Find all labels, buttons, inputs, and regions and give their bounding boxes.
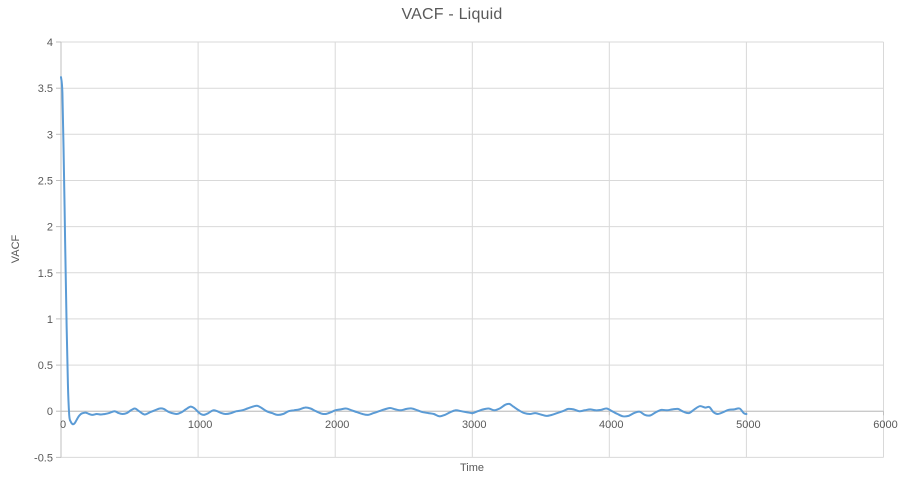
y-tick-labels: -0.5 0 0.5 1 1.5 2 2.5 3 3.5 4: [34, 37, 53, 464]
y-axis-title: VACF: [10, 234, 22, 264]
svg-text:3: 3: [47, 129, 53, 141]
svg-text:3.5: 3.5: [38, 83, 53, 95]
x-axis-title: Time: [459, 462, 485, 474]
x-gridlines: [197, 42, 884, 458]
svg-text:0: 0: [60, 419, 66, 431]
svg-text:3000: 3000: [462, 419, 486, 431]
tick-marks: [56, 41, 884, 458]
svg-text:-0.5: -0.5: [34, 452, 53, 464]
chart-title: VACF - Liquid: [401, 6, 503, 23]
svg-text:1000: 1000: [188, 419, 212, 431]
svg-text:6000: 6000: [873, 419, 897, 431]
svg-text:1: 1: [47, 314, 53, 326]
svg-text:5000: 5000: [736, 419, 760, 431]
svg-text:4: 4: [47, 37, 53, 49]
svg-text:2: 2: [47, 222, 53, 234]
svg-text:0.5: 0.5: [38, 360, 53, 372]
series-line-vacf: [60, 76, 748, 426]
svg-text:0: 0: [47, 406, 53, 418]
svg-text:2.5: 2.5: [38, 176, 53, 188]
svg-text:2000: 2000: [325, 419, 349, 431]
svg-text:4000: 4000: [599, 419, 623, 431]
x-tick-labels: 0 1000 2000 3000 4000 5000 6000: [60, 419, 898, 431]
svg-text:1.5: 1.5: [38, 268, 53, 280]
